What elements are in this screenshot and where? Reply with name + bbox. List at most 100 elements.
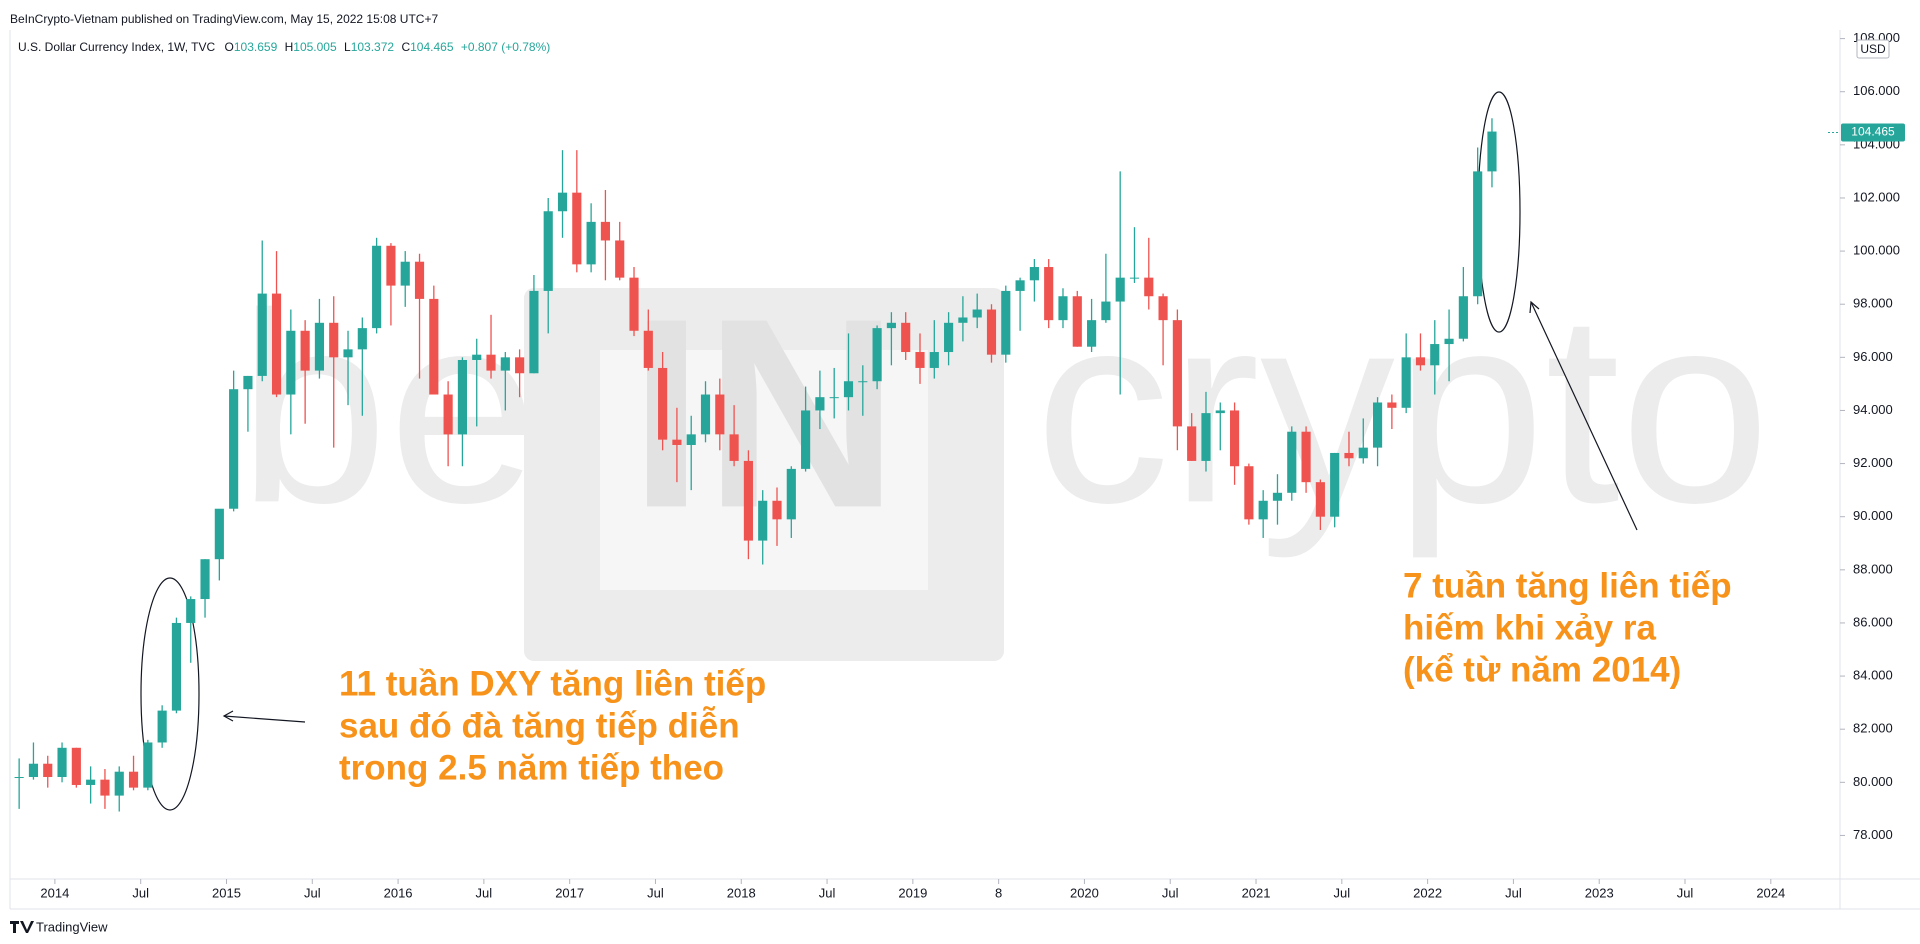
candle-body	[944, 322, 954, 353]
candle-body	[1072, 296, 1082, 347]
watermark: be IN crypto	[238, 258, 1770, 661]
candle-body	[658, 367, 668, 440]
h-label: H	[285, 40, 294, 54]
ellipse	[140, 577, 200, 811]
candle-body	[143, 742, 153, 788]
candle-body	[1015, 280, 1025, 291]
candle-body	[429, 298, 439, 395]
candle-body	[1358, 447, 1368, 459]
candle-body	[843, 381, 854, 398]
x-tick-label: 2015	[212, 885, 241, 900]
candle-body	[1144, 277, 1154, 297]
candle-body	[300, 330, 310, 371]
candle-body	[372, 245, 382, 329]
annotation: 7 tuần tăng liên tiếp	[1403, 566, 1732, 605]
y-tick-label: 96.000	[1853, 349, 1893, 364]
candle-body	[1301, 431, 1311, 483]
candle-body	[600, 221, 610, 241]
candle-body	[100, 779, 110, 796]
annotation: (kể từ năm 2014)	[1403, 650, 1681, 689]
candle-body	[557, 192, 568, 212]
annotation-shapes	[140, 91, 1638, 811]
candle-body	[128, 771, 139, 788]
candle-body	[715, 394, 725, 435]
candle-body	[786, 468, 796, 520]
footer: TradingView	[10, 919, 108, 934]
candle-body	[1387, 402, 1397, 408]
candle-body	[443, 394, 453, 435]
candle-body	[86, 779, 96, 785]
x-tick-label: Jul	[647, 885, 664, 900]
candle-body	[1287, 431, 1297, 493]
candle-body	[71, 747, 81, 785]
x-tick-label: Jul	[132, 885, 149, 900]
x-tick-label: Jul	[476, 885, 493, 900]
candle-body	[243, 375, 253, 390]
x-tick-label: Jul	[1334, 885, 1351, 900]
y-tick-label: 82.000	[1853, 721, 1893, 736]
candle-body	[743, 460, 753, 541]
o-value: 103.659	[234, 40, 278, 54]
candle-body	[357, 328, 367, 350]
candle-body	[929, 352, 939, 368]
candle-body	[414, 261, 425, 299]
y-tick-label: 86.000	[1853, 614, 1893, 629]
candle-body	[43, 763, 53, 778]
currency: USD	[1860, 42, 1886, 56]
candle-body	[1444, 338, 1454, 345]
candle-body	[772, 500, 782, 520]
arrow-head	[222, 710, 234, 722]
y-tick-label: 84.000	[1853, 668, 1893, 683]
x-tick-label: Jul	[1677, 885, 1694, 900]
candle-body	[200, 559, 210, 600]
c-value: 104.465	[410, 40, 454, 54]
candle-body	[1001, 290, 1011, 355]
y-tick-label: 80.000	[1853, 774, 1893, 789]
x-tick-label: 8	[995, 885, 1002, 900]
candle-body	[1087, 320, 1097, 347]
candle-body	[1430, 344, 1440, 366]
candle-body	[386, 245, 396, 286]
last-price-tag	[1841, 123, 1905, 142]
candle-body	[1344, 452, 1354, 459]
candle-body	[214, 508, 224, 560]
annotation: 11 tuần DXY tăng liên tiếp	[339, 664, 766, 703]
candle-body	[114, 771, 124, 796]
candle-body	[1315, 482, 1325, 517]
x-tick-label: 2024	[1756, 885, 1785, 900]
x-tick-label: Jul	[1162, 885, 1179, 900]
candle-body	[629, 277, 639, 331]
candle-body	[229, 389, 239, 509]
annotation: sau đó đà tăng tiếp diễn	[339, 705, 740, 745]
candle-body	[186, 599, 196, 623]
annotation: hiếm khi xảy ra	[1403, 608, 1656, 647]
y-tick-label: 98.000	[1853, 296, 1893, 311]
watermark-crypto: crypto	[1035, 258, 1770, 560]
candle-body	[643, 330, 653, 368]
x-tick-label: 2016	[384, 885, 413, 900]
candle-body	[314, 322, 325, 371]
candle-body	[1244, 466, 1254, 520]
x-tick-label: Jul	[819, 885, 836, 900]
l-label: L	[344, 40, 351, 54]
c-label: C	[401, 40, 410, 54]
candle-body	[529, 290, 539, 374]
candle-body	[1158, 296, 1168, 321]
arrow-head	[1529, 300, 1540, 314]
candle-body	[1230, 410, 1240, 467]
candle-body	[486, 354, 496, 371]
candle-body	[700, 394, 711, 435]
candle-body	[858, 381, 868, 383]
candle-body	[672, 439, 682, 445]
candle-body	[1458, 296, 1468, 339]
candle-body	[1372, 402, 1383, 448]
x-tick-label: 2014	[40, 885, 69, 900]
o-label: O	[225, 40, 234, 54]
candle-body	[815, 397, 825, 411]
candle-body	[1415, 357, 1426, 366]
candle-body	[457, 359, 468, 435]
symbol: U.S. Dollar Currency Index, 1W, TVC	[18, 40, 216, 54]
candle-body	[286, 330, 296, 395]
y-tick-label: 78.000	[1853, 827, 1893, 842]
candle-body	[515, 357, 525, 374]
